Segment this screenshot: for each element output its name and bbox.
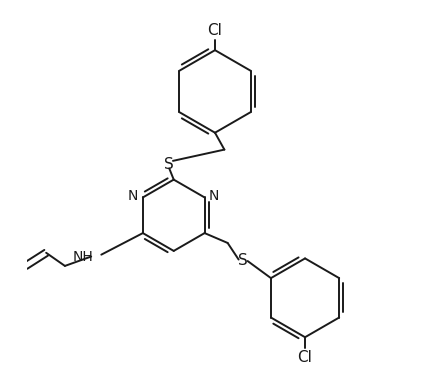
Text: N: N [209,189,219,203]
Text: S: S [238,253,248,268]
Text: Cl: Cl [208,23,222,38]
Text: NH: NH [72,249,93,263]
Text: N: N [128,189,138,203]
Text: S: S [164,157,174,172]
Text: Cl: Cl [298,350,313,365]
